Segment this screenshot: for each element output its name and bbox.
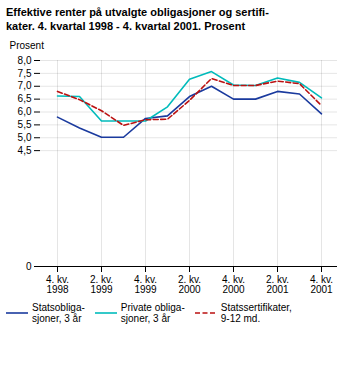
svg-text:4. kv.2000: 4. kv.2000 — [222, 273, 245, 294]
html-text:Statsobliga- sjoner, 3 år: Statsobliga- sjoner, 3 år — [32, 301, 85, 324]
html-text:Private obliga- sjoner, 3 år: Private obliga- sjoner, 3 år — [120, 301, 185, 324]
svg-text:2. kv.2001: 2. kv.2001 — [266, 273, 289, 294]
svg-text:0: 0 — [26, 260, 32, 271]
html-text:Effektive renter på utvalgte o: Effektive renter på utvalgte obligasjone… — [6, 6, 269, 32]
svg-text:5,5: 5,5 — [18, 119, 32, 130]
html-text:Statssertifikater, 9-12 md.: Statssertifikater, 9-12 md. — [220, 301, 292, 324]
svg-text:7,5: 7,5 — [18, 67, 32, 78]
svg-text:4. kv.1999: 4. kv.1999 — [134, 273, 157, 294]
svg-text:4,5: 4,5 — [18, 144, 32, 155]
svg-text:6,5: 6,5 — [18, 93, 32, 104]
svg-text:Prosent: Prosent — [10, 39, 45, 50]
svg-text:7,0: 7,0 — [18, 80, 32, 91]
svg-text:4. kv.2001: 4. kv.2001 — [310, 273, 333, 294]
svg-text:2. kv.2000: 2. kv.2000 — [178, 273, 201, 294]
svg-text:4. kv.1998: 4. kv.1998 — [46, 273, 69, 294]
svg-text:6,0: 6,0 — [18, 106, 32, 117]
svg-text:2. kv.1999: 2. kv.1999 — [90, 273, 113, 294]
svg-text:5,0: 5,0 — [18, 131, 32, 142]
svg-text:8,0: 8,0 — [18, 54, 32, 65]
